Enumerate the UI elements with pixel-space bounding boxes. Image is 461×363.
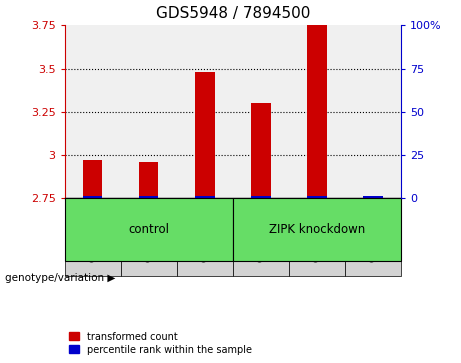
Bar xyxy=(65,198,233,261)
Title: GDS5948 / 7894500: GDS5948 / 7894500 xyxy=(156,7,310,21)
FancyBboxPatch shape xyxy=(345,198,401,276)
Text: ZIPK knockdown: ZIPK knockdown xyxy=(269,223,365,236)
Bar xyxy=(195,196,214,198)
Bar xyxy=(83,196,102,198)
FancyBboxPatch shape xyxy=(121,198,177,276)
Bar xyxy=(139,196,159,198)
FancyBboxPatch shape xyxy=(65,198,121,276)
Text: GSM1369856: GSM1369856 xyxy=(88,201,97,262)
Bar xyxy=(233,198,401,261)
Bar xyxy=(307,196,327,198)
Text: GSM1369864: GSM1369864 xyxy=(368,201,378,262)
FancyBboxPatch shape xyxy=(177,198,233,276)
Bar xyxy=(139,162,159,198)
Text: GSM1369863: GSM1369863 xyxy=(313,201,321,262)
Text: GSM1369857: GSM1369857 xyxy=(144,201,153,262)
Text: GSM1369858: GSM1369858 xyxy=(200,201,209,262)
Text: control: control xyxy=(128,223,169,236)
Bar xyxy=(251,196,271,198)
Text: GSM1369862: GSM1369862 xyxy=(256,201,266,262)
Legend: transformed count, percentile rank within the sample: transformed count, percentile rank withi… xyxy=(70,331,252,355)
Bar xyxy=(363,196,383,198)
Bar xyxy=(83,160,102,198)
Bar xyxy=(307,3,327,198)
FancyBboxPatch shape xyxy=(289,198,345,276)
Text: genotype/variation ▶: genotype/variation ▶ xyxy=(5,273,115,283)
FancyBboxPatch shape xyxy=(233,198,289,276)
Bar xyxy=(251,103,271,198)
Bar xyxy=(195,72,214,198)
